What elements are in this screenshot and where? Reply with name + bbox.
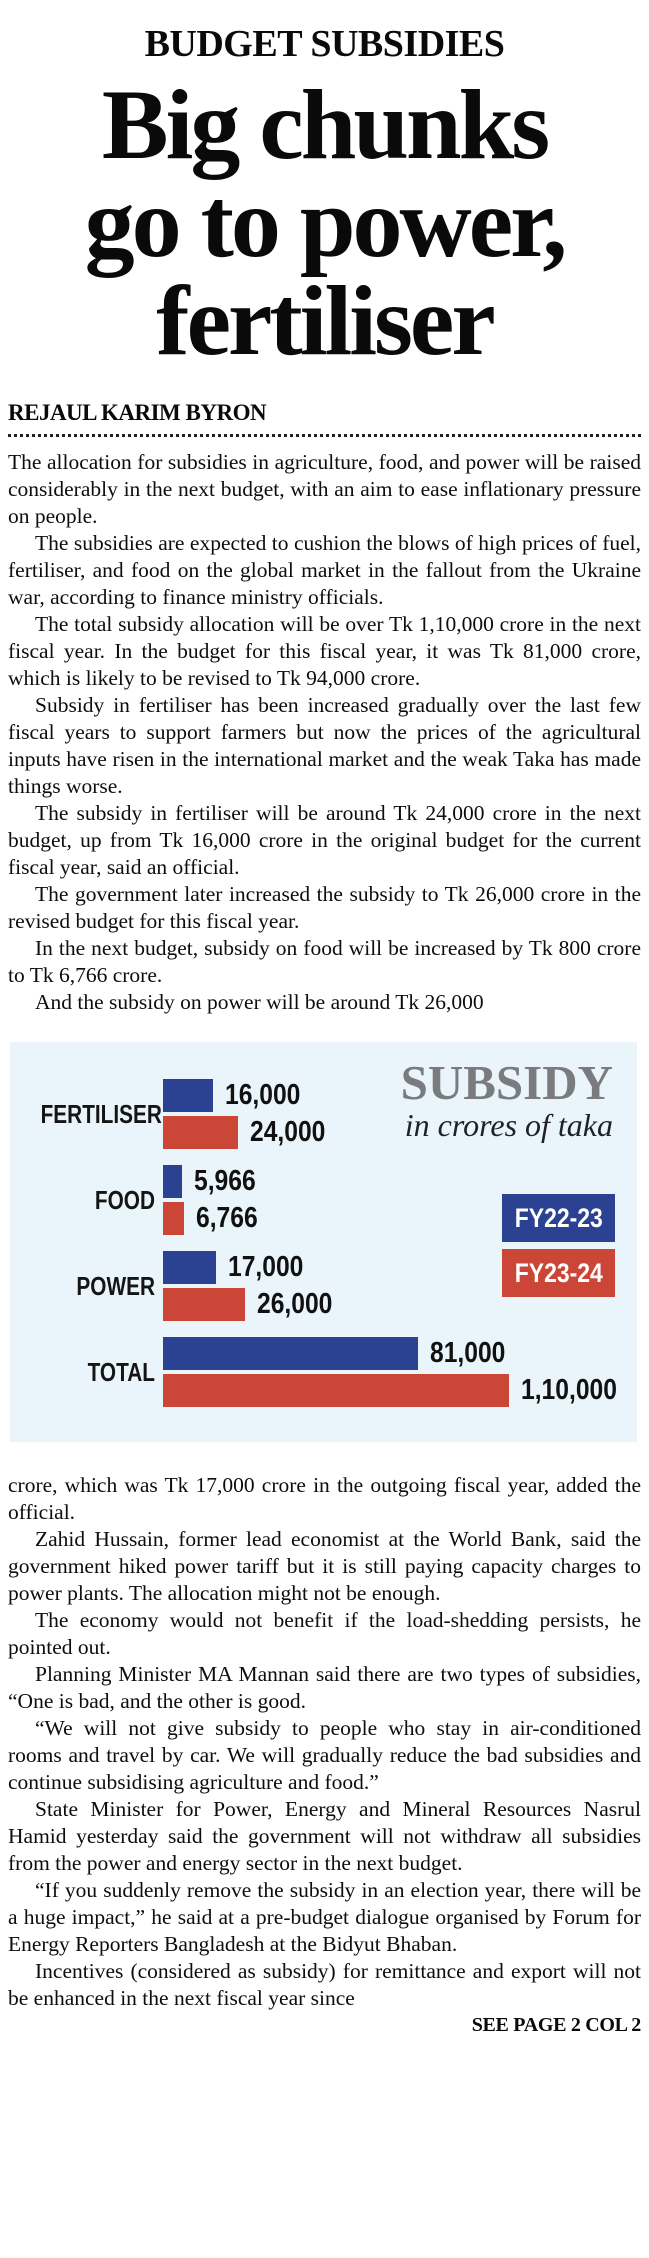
paragraph: Subsidy in fertiliser has been increased…: [8, 693, 641, 798]
bar-value-label: 5,966: [194, 1165, 256, 1197]
chart-legend: FY22-23 FY23-24: [502, 1194, 615, 1304]
bar-fy22-23: [163, 1079, 213, 1112]
bar-value-label: 6,766: [196, 1202, 258, 1234]
bar-fy23-24: [163, 1374, 509, 1407]
paragraph: Zahid Hussain, former lead economist at …: [8, 1527, 641, 1605]
chart-row-food: FOOD 5,966 6,766: [10, 1165, 637, 1235]
category-label: FERTILISER: [40, 1098, 162, 1129]
legend-item-fy22-23: FY22-23: [502, 1194, 615, 1242]
legend-label-fy22-23: FY22-23: [514, 1202, 603, 1233]
bar-value-label: 17,000: [228, 1251, 304, 1283]
newspaper-article: BUDGET SUBSIDIES Big chunks go to power,…: [8, 23, 642, 2036]
category-label: POWER: [76, 1270, 155, 1301]
byline-divider: [8, 434, 641, 437]
paragraph: The allocation for subsidies in agricult…: [8, 450, 641, 528]
article-body-after-chart: crore, which was Tk 17,000 crore in the …: [8, 1472, 641, 2012]
subsidy-bar-chart: SUBSIDY in crores of taka FY22-23 FY23-2…: [10, 1042, 637, 1442]
bar-fy23-24: [163, 1202, 184, 1235]
paragraph: crore, which was Tk 17,000 crore in the …: [8, 1473, 641, 1524]
bar-value-label: 81,000: [430, 1337, 506, 1369]
headline-line-2: go to power,: [84, 167, 568, 278]
paragraph: State Minister for Power, Energy and Min…: [8, 1797, 641, 1875]
chart-row-fertiliser: FERTILISER 16,000 24,000: [10, 1079, 637, 1149]
headline: Big chunks go to power, fertiliser: [8, 69, 641, 376]
paragraph: The subsidies are expected to cushion th…: [8, 531, 641, 609]
legend-label-fy23-24: FY23-24: [514, 1257, 603, 1288]
chart-row-power: POWER 17,000 26,000: [10, 1251, 637, 1321]
headline-line-3: fertiliser: [156, 265, 495, 376]
bar-fy22-23: [163, 1165, 182, 1198]
byline: REJAUL KARIM BYRON: [8, 400, 267, 425]
bar-value-label: 24,000: [250, 1116, 326, 1148]
bar-value-label: 1,10,000: [521, 1374, 617, 1406]
continuation-note: SEE PAGE 2 COL 2: [471, 2014, 642, 2036]
paragraph: The government later increased the subsi…: [8, 882, 641, 933]
chart-title: SUBSIDY: [400, 1055, 613, 1110]
kicker: BUDGET SUBSIDIES: [144, 23, 505, 65]
category-label: FOOD: [94, 1184, 155, 1215]
paragraph: In the next budget, subsidy on food will…: [8, 936, 641, 987]
paragraph: “If you suddenly remove the subsidy in a…: [8, 1878, 641, 1956]
paragraph: Incentives (considered as subsidy) for r…: [8, 1959, 641, 2010]
bar-value-label: 26,000: [257, 1288, 333, 1320]
legend-item-fy23-24: FY23-24: [502, 1249, 615, 1297]
chart-row-total: TOTAL 81,000 1,10,000: [10, 1337, 637, 1407]
bar-fy22-23: [163, 1337, 418, 1370]
paragraph: Planning Minister MA Mannan said there a…: [8, 1662, 641, 1713]
paragraph: The total subsidy allocation will be ove…: [8, 612, 641, 690]
bar-fy23-24: [163, 1116, 238, 1149]
bar-value-label: 16,000: [225, 1079, 301, 1111]
paragraph: And the subsidy on power will be around …: [35, 990, 484, 1014]
chart-rows: FERTILISER 16,000 24,000 FOOD 5,966 6,766 POWE…: [10, 1079, 637, 1423]
headline-line-1: Big chunks: [101, 69, 550, 180]
paragraph: The subsidy in fertiliser will be around…: [8, 801, 641, 879]
article-body-before-chart: The allocation for subsidies in agricult…: [8, 449, 641, 1016]
paragraph: The economy would not benefit if the loa…: [8, 1608, 641, 1659]
chart-subtitle: in crores of taka: [404, 1107, 613, 1143]
bar-fy23-24: [163, 1288, 245, 1321]
bar-fy22-23: [163, 1251, 216, 1284]
paragraph: “We will not give subsidy to people who …: [8, 1716, 641, 1794]
chart-title-block: SUBSIDY in crores of taka: [401, 1058, 613, 1143]
category-label: TOTAL: [87, 1356, 155, 1387]
